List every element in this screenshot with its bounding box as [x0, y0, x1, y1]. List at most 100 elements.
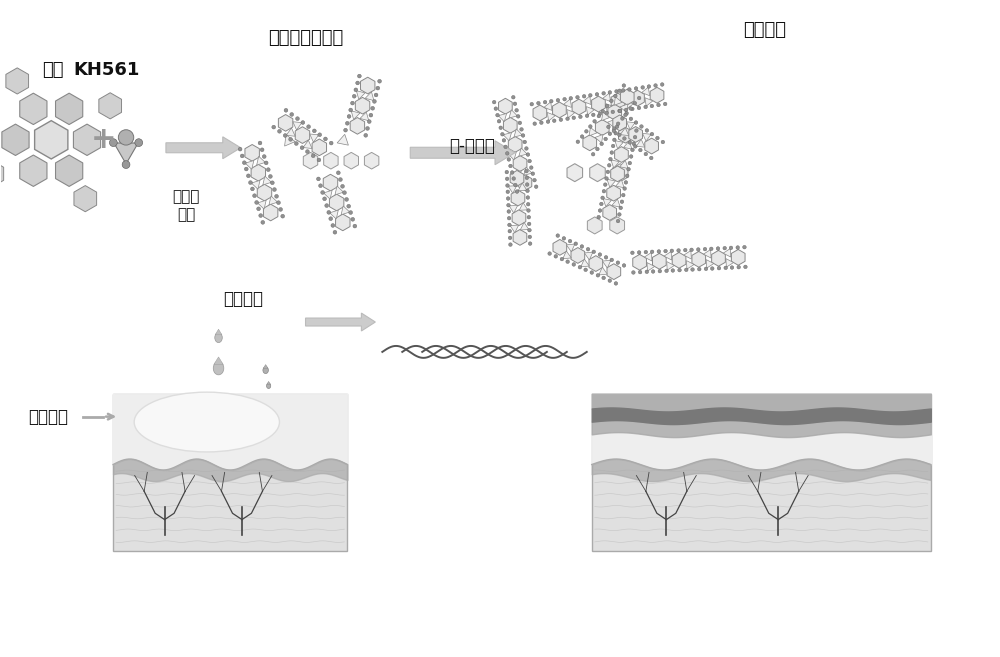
Polygon shape: [643, 133, 651, 141]
Polygon shape: [553, 102, 566, 118]
Circle shape: [563, 97, 566, 101]
Circle shape: [374, 93, 378, 97]
Circle shape: [743, 245, 746, 249]
Polygon shape: [337, 134, 348, 145]
Polygon shape: [616, 179, 624, 188]
Circle shape: [608, 132, 612, 135]
Circle shape: [556, 234, 560, 237]
Circle shape: [534, 185, 538, 189]
Circle shape: [537, 101, 540, 105]
Circle shape: [281, 214, 285, 218]
Circle shape: [629, 117, 633, 121]
Circle shape: [576, 95, 579, 99]
FancyBboxPatch shape: [592, 394, 931, 551]
Text: 乙醇挥发: 乙醇挥发: [223, 290, 263, 308]
Polygon shape: [344, 152, 358, 169]
Circle shape: [598, 209, 602, 212]
Polygon shape: [509, 206, 518, 213]
Circle shape: [618, 213, 621, 216]
Circle shape: [289, 137, 292, 141]
Circle shape: [603, 183, 607, 187]
Circle shape: [639, 148, 642, 152]
Circle shape: [723, 246, 727, 250]
Polygon shape: [607, 119, 615, 127]
Polygon shape: [589, 127, 597, 136]
Polygon shape: [330, 210, 338, 219]
Circle shape: [279, 208, 282, 212]
Circle shape: [238, 147, 242, 151]
Circle shape: [641, 85, 644, 89]
Circle shape: [351, 217, 355, 221]
Polygon shape: [263, 365, 268, 369]
Circle shape: [554, 254, 558, 258]
Circle shape: [251, 187, 254, 191]
Polygon shape: [499, 99, 512, 114]
Circle shape: [677, 248, 680, 252]
Circle shape: [618, 109, 622, 113]
Polygon shape: [544, 102, 552, 110]
Ellipse shape: [263, 367, 268, 374]
Circle shape: [697, 267, 701, 271]
Circle shape: [578, 265, 582, 269]
Circle shape: [597, 114, 601, 118]
Circle shape: [710, 267, 714, 270]
Ellipse shape: [215, 332, 222, 342]
Circle shape: [518, 121, 522, 125]
Polygon shape: [257, 156, 265, 165]
Polygon shape: [519, 202, 528, 210]
Circle shape: [543, 101, 547, 104]
Circle shape: [602, 276, 605, 280]
Polygon shape: [503, 118, 517, 133]
Circle shape: [344, 128, 347, 132]
Circle shape: [584, 268, 587, 271]
Circle shape: [607, 125, 610, 129]
Circle shape: [525, 170, 528, 173]
Circle shape: [645, 129, 649, 132]
Circle shape: [635, 129, 638, 132]
Polygon shape: [606, 104, 614, 112]
Circle shape: [566, 260, 569, 263]
Circle shape: [511, 95, 515, 99]
Circle shape: [255, 200, 259, 204]
Polygon shape: [602, 112, 610, 121]
Circle shape: [369, 113, 373, 117]
Circle shape: [506, 190, 510, 194]
Circle shape: [637, 96, 641, 100]
Circle shape: [644, 152, 648, 156]
Circle shape: [507, 210, 511, 214]
Circle shape: [509, 164, 512, 168]
Polygon shape: [511, 190, 525, 206]
Circle shape: [622, 263, 626, 267]
Circle shape: [496, 114, 499, 117]
Circle shape: [574, 242, 578, 246]
Polygon shape: [508, 137, 522, 152]
Polygon shape: [518, 183, 527, 191]
Circle shape: [364, 133, 368, 137]
Circle shape: [591, 113, 595, 117]
Circle shape: [277, 201, 280, 204]
Circle shape: [527, 222, 531, 226]
Circle shape: [608, 91, 612, 94]
Circle shape: [609, 158, 612, 161]
Circle shape: [568, 239, 572, 243]
Circle shape: [703, 247, 707, 251]
Circle shape: [341, 185, 344, 188]
Circle shape: [244, 167, 248, 171]
Circle shape: [135, 139, 143, 147]
Circle shape: [366, 127, 369, 130]
Text: 液态低聚物胶水: 液态低聚物胶水: [268, 29, 343, 47]
Polygon shape: [692, 252, 706, 267]
Circle shape: [651, 269, 655, 273]
Circle shape: [356, 81, 360, 85]
Circle shape: [526, 189, 529, 193]
Polygon shape: [667, 261, 674, 270]
Circle shape: [378, 79, 381, 83]
Circle shape: [351, 101, 354, 105]
Circle shape: [246, 174, 250, 177]
Circle shape: [367, 120, 371, 124]
Polygon shape: [584, 252, 593, 260]
Circle shape: [278, 129, 281, 133]
Circle shape: [526, 202, 530, 206]
Polygon shape: [627, 122, 635, 129]
Polygon shape: [624, 141, 632, 149]
